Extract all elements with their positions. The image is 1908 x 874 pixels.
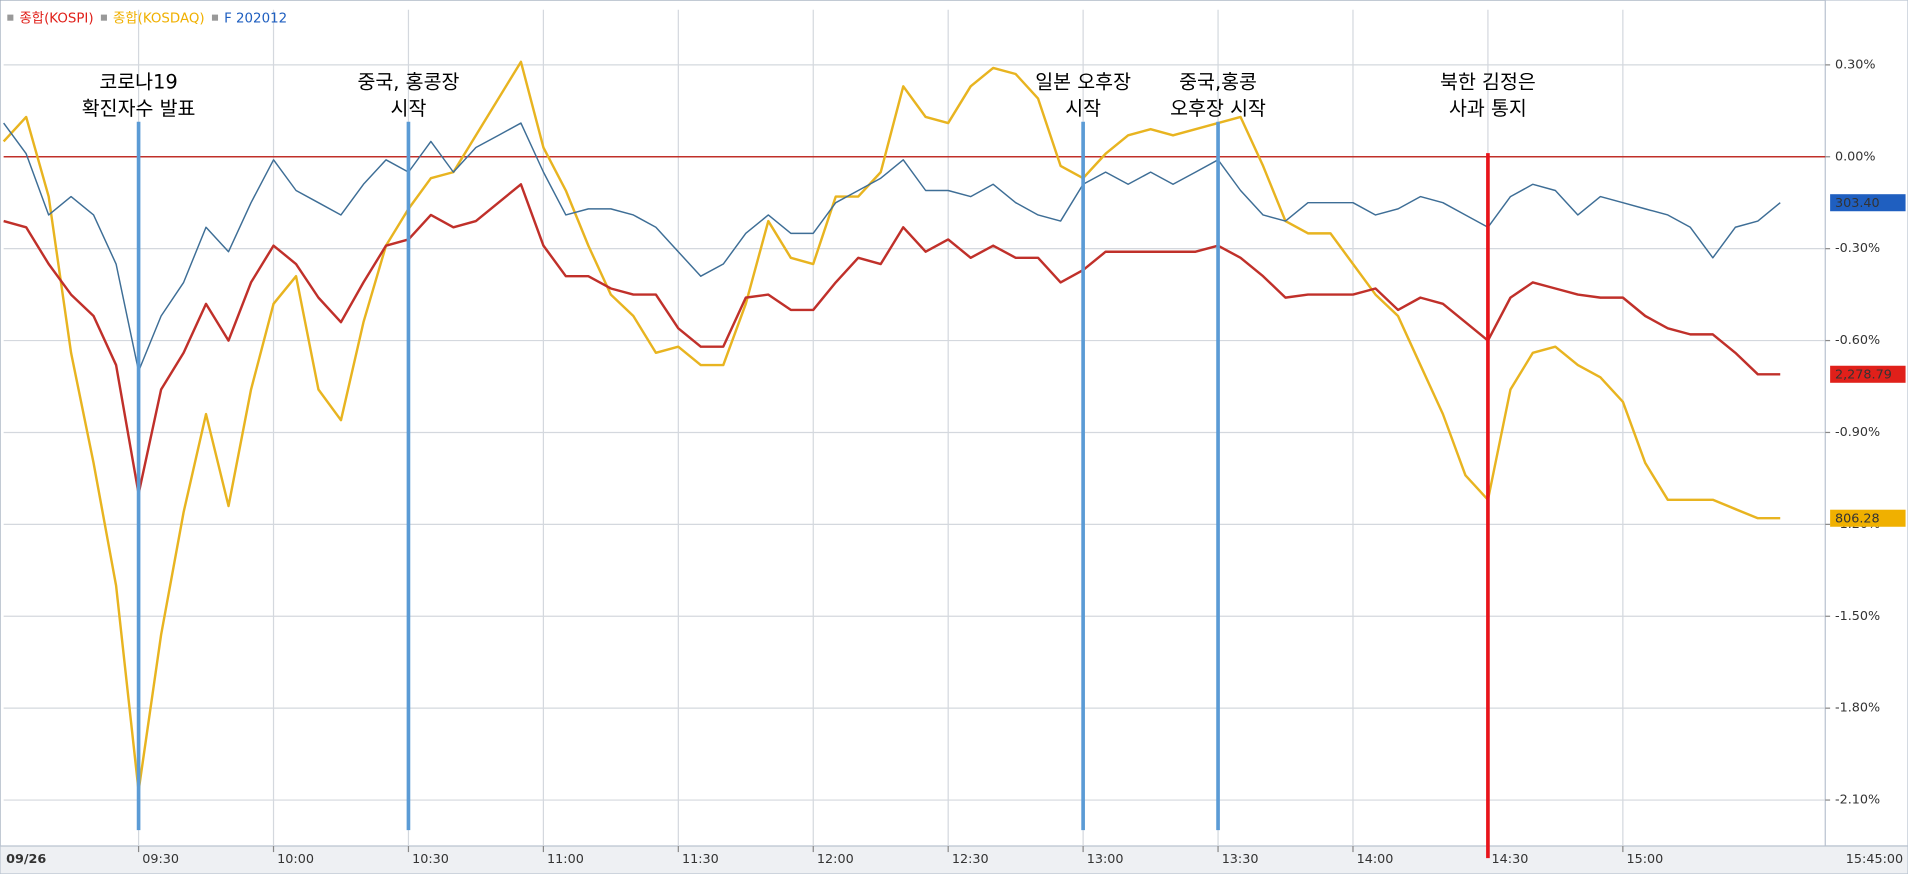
last-value-label: 303.40 <box>1835 196 1880 211</box>
x-start-label: 09/26 <box>6 852 46 867</box>
last-value-box <box>1830 194 1906 212</box>
annotation-text: 사과 통지 <box>1449 97 1527 120</box>
legend-marker <box>100 14 107 21</box>
legend-marker <box>211 14 219 21</box>
annotation-text: 시작 <box>1065 97 1101 120</box>
x-tick-label: 12:30 <box>952 852 989 867</box>
x-end-label: 15:45:00 <box>1846 852 1903 867</box>
annotation-text: 오후장 시작 <box>1170 97 1266 120</box>
annotation-text: 중국,홍콩 <box>1179 70 1257 93</box>
series-line <box>3 122 1781 372</box>
x-tick-label: 11:30 <box>682 852 719 867</box>
series-line <box>3 183 1781 495</box>
annotation-text: 코로나19 <box>99 70 178 93</box>
x-axis-panel <box>0 845 1908 874</box>
y-axis-panel <box>1824 0 1908 847</box>
x-tick-label: 15:00 <box>1627 852 1664 867</box>
last-value-label: 806.28 <box>1835 511 1880 526</box>
last-value-label: 2,278.79 <box>1835 367 1892 382</box>
legend-label: 종합(KOSPI) <box>19 10 93 26</box>
legend-label: 종합(KOSDAQ) <box>113 10 205 26</box>
annotation-text: 중국, 홍콩장 <box>357 70 459 93</box>
x-tick-label: 09:30 <box>142 852 179 867</box>
x-tick-label: 13:00 <box>1087 852 1124 867</box>
annotation-text: 확진자수 발표 <box>82 97 196 120</box>
y-tick-label: -0.30% <box>1835 241 1880 256</box>
last-value-box <box>1830 509 1906 527</box>
x-tick-label: 14:00 <box>1357 852 1394 867</box>
y-tick-label: -2.10% <box>1835 793 1880 808</box>
legend-marker <box>7 14 14 21</box>
x-tick-label: 13:30 <box>1222 852 1259 867</box>
x-tick-label: 10:00 <box>277 852 314 867</box>
annotation-text: 시작 <box>391 97 427 120</box>
y-tick-label: -1.50% <box>1835 609 1880 624</box>
x-tick-label: 11:00 <box>547 852 584 867</box>
annotation-text: 일본 오후장 <box>1035 70 1131 93</box>
y-tick-label: -0.60% <box>1835 333 1880 348</box>
y-tick-label: 0.30% <box>1835 57 1876 72</box>
x-tick-label: 12:00 <box>817 852 854 867</box>
x-tick-label: 14:30 <box>1492 852 1529 867</box>
last-value-box <box>1830 365 1906 383</box>
y-tick-label: 0.00% <box>1835 149 1876 164</box>
annotation-text: 북한 김정은 <box>1440 70 1536 93</box>
y-tick-label: -0.90% <box>1835 425 1880 440</box>
y-tick-label: -1.80% <box>1835 701 1880 716</box>
x-tick-label: 10:30 <box>412 852 449 867</box>
series-line <box>2 60 1781 793</box>
legend-label: F 202012 <box>224 11 287 26</box>
